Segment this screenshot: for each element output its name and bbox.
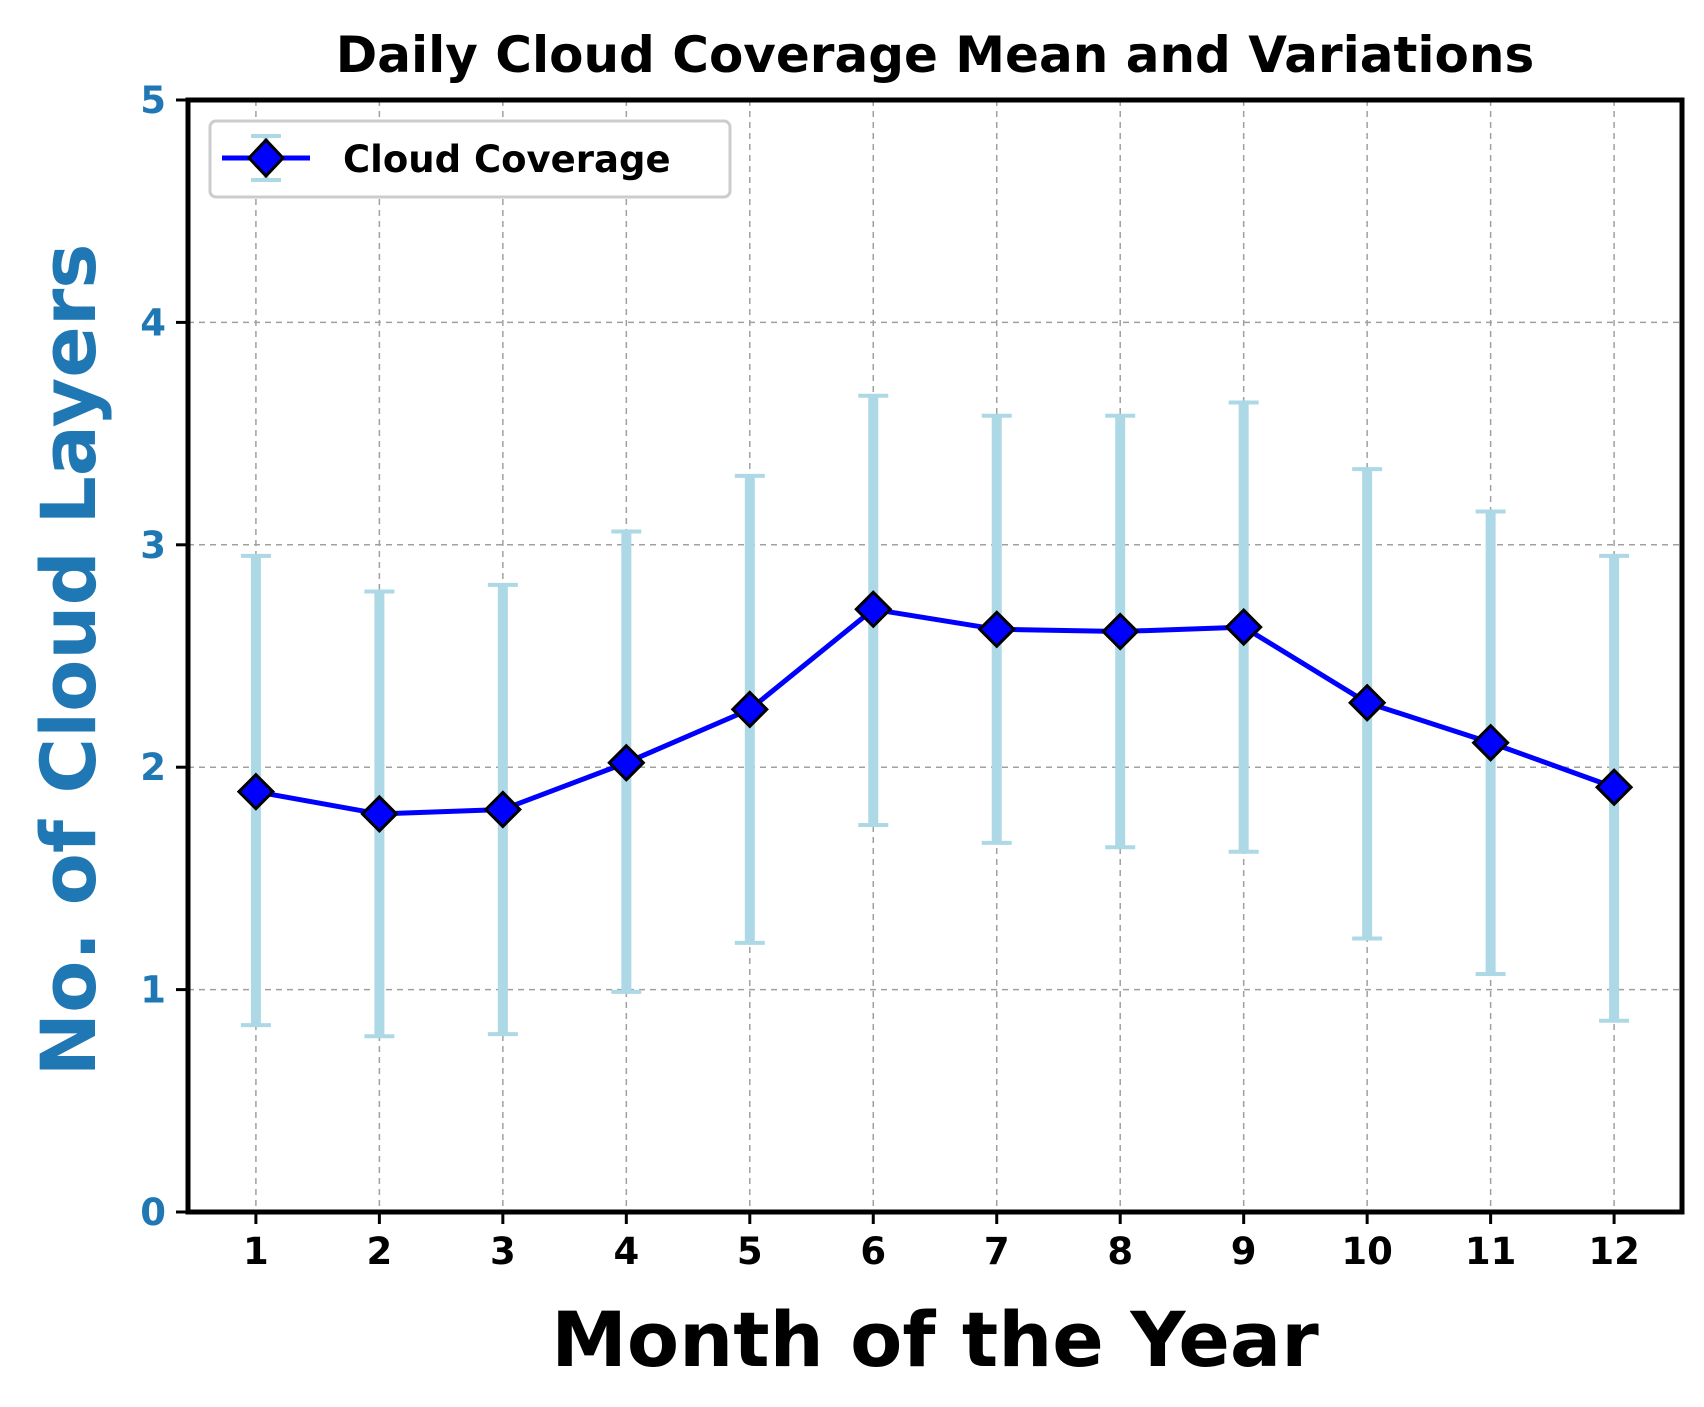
x-axis-ticks: 1 2 3 4 5 6 7 8 9 10 11 12 — [243, 1212, 1640, 1273]
series-line-layer — [255, 606, 1615, 817]
x-tick-label: 7 — [984, 1230, 1010, 1273]
x-tick-label: 6 — [860, 1230, 886, 1273]
x-tick-label: 5 — [737, 1230, 763, 1273]
x-tick-label: 8 — [1107, 1230, 1133, 1273]
x-axis-label: Month of the Year — [551, 1295, 1319, 1384]
x-tick-label: 12 — [1588, 1230, 1640, 1273]
legend-label-cloud-coverage: Cloud Coverage — [343, 138, 671, 181]
x-tick-label: 4 — [613, 1230, 639, 1273]
chart-title: Daily Cloud Coverage Mean and Variations — [336, 26, 1535, 84]
data-point-marker — [854, 590, 893, 629]
axes-frame — [185, 97, 1685, 1215]
data-point-marker — [607, 743, 646, 782]
x-tick-label: 2 — [367, 1230, 393, 1273]
x-tick-label: 11 — [1465, 1230, 1517, 1273]
data-point-marker — [1471, 723, 1510, 762]
data-point-marker — [730, 690, 769, 729]
y-tick-label: 0 — [140, 1191, 166, 1234]
data-point-marker — [483, 790, 522, 829]
data-point-marker — [1348, 683, 1387, 722]
series-line-cloud-coverage — [255, 606, 1615, 817]
data-point-marker — [1101, 612, 1140, 651]
data-point-marker — [977, 610, 1016, 649]
x-tick-label: 1 — [243, 1230, 269, 1273]
y-tick-label: 1 — [140, 969, 166, 1012]
y-axis-ticks: 0 1 2 3 4 5 — [140, 79, 188, 1234]
data-point-marker — [1224, 607, 1263, 647]
legend: Cloud Coverage — [208, 119, 732, 199]
legend-diamond-marker-icon — [246, 137, 286, 179]
y-tick-label: 4 — [140, 301, 166, 344]
data-point-marker — [236, 772, 276, 811]
y-axis-label: No. of Cloud Layers — [24, 243, 113, 1076]
y-tick-label: 3 — [140, 524, 166, 567]
y-tick-label: 2 — [140, 746, 166, 789]
x-tick-label: 10 — [1341, 1230, 1393, 1273]
data-point-marker — [1594, 768, 1634, 807]
data-point-marker — [360, 794, 399, 834]
y-tick-label: 5 — [140, 79, 166, 122]
x-tick-label: 9 — [1231, 1230, 1257, 1273]
legend-box — [208, 119, 732, 199]
x-tick-label: 3 — [490, 1230, 516, 1273]
data-markers — [236, 590, 1634, 834]
